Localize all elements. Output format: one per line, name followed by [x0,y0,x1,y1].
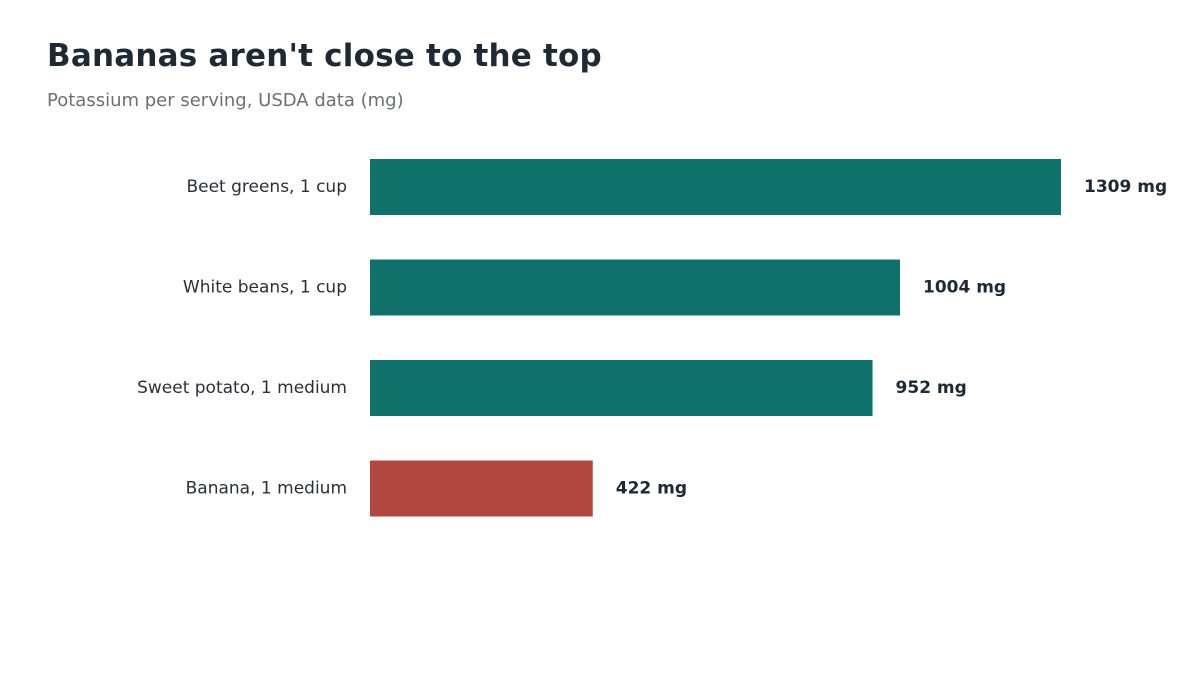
chart-title: Bananas aren't close to the top [47,38,602,74]
category-label: Banana, 1 medium [186,479,347,499]
bar-2 [370,259,900,316]
category-label: Sweet potato, 1 medium [137,378,347,398]
category-label: White beans, 1 cup [183,278,347,298]
bar-1 [370,159,1061,215]
category-label: Beet greens, 1 cup [186,177,347,197]
bar-3 [370,360,873,416]
bar-4 [370,460,593,517]
value-label: 952 mg [896,378,967,398]
chart-subtitle: Potassium per serving, USDA data (mg) [47,90,404,111]
value-label: 1004 mg [923,278,1006,298]
value-label: 422 mg [616,479,687,499]
value-label: 1309 mg [1084,177,1167,197]
